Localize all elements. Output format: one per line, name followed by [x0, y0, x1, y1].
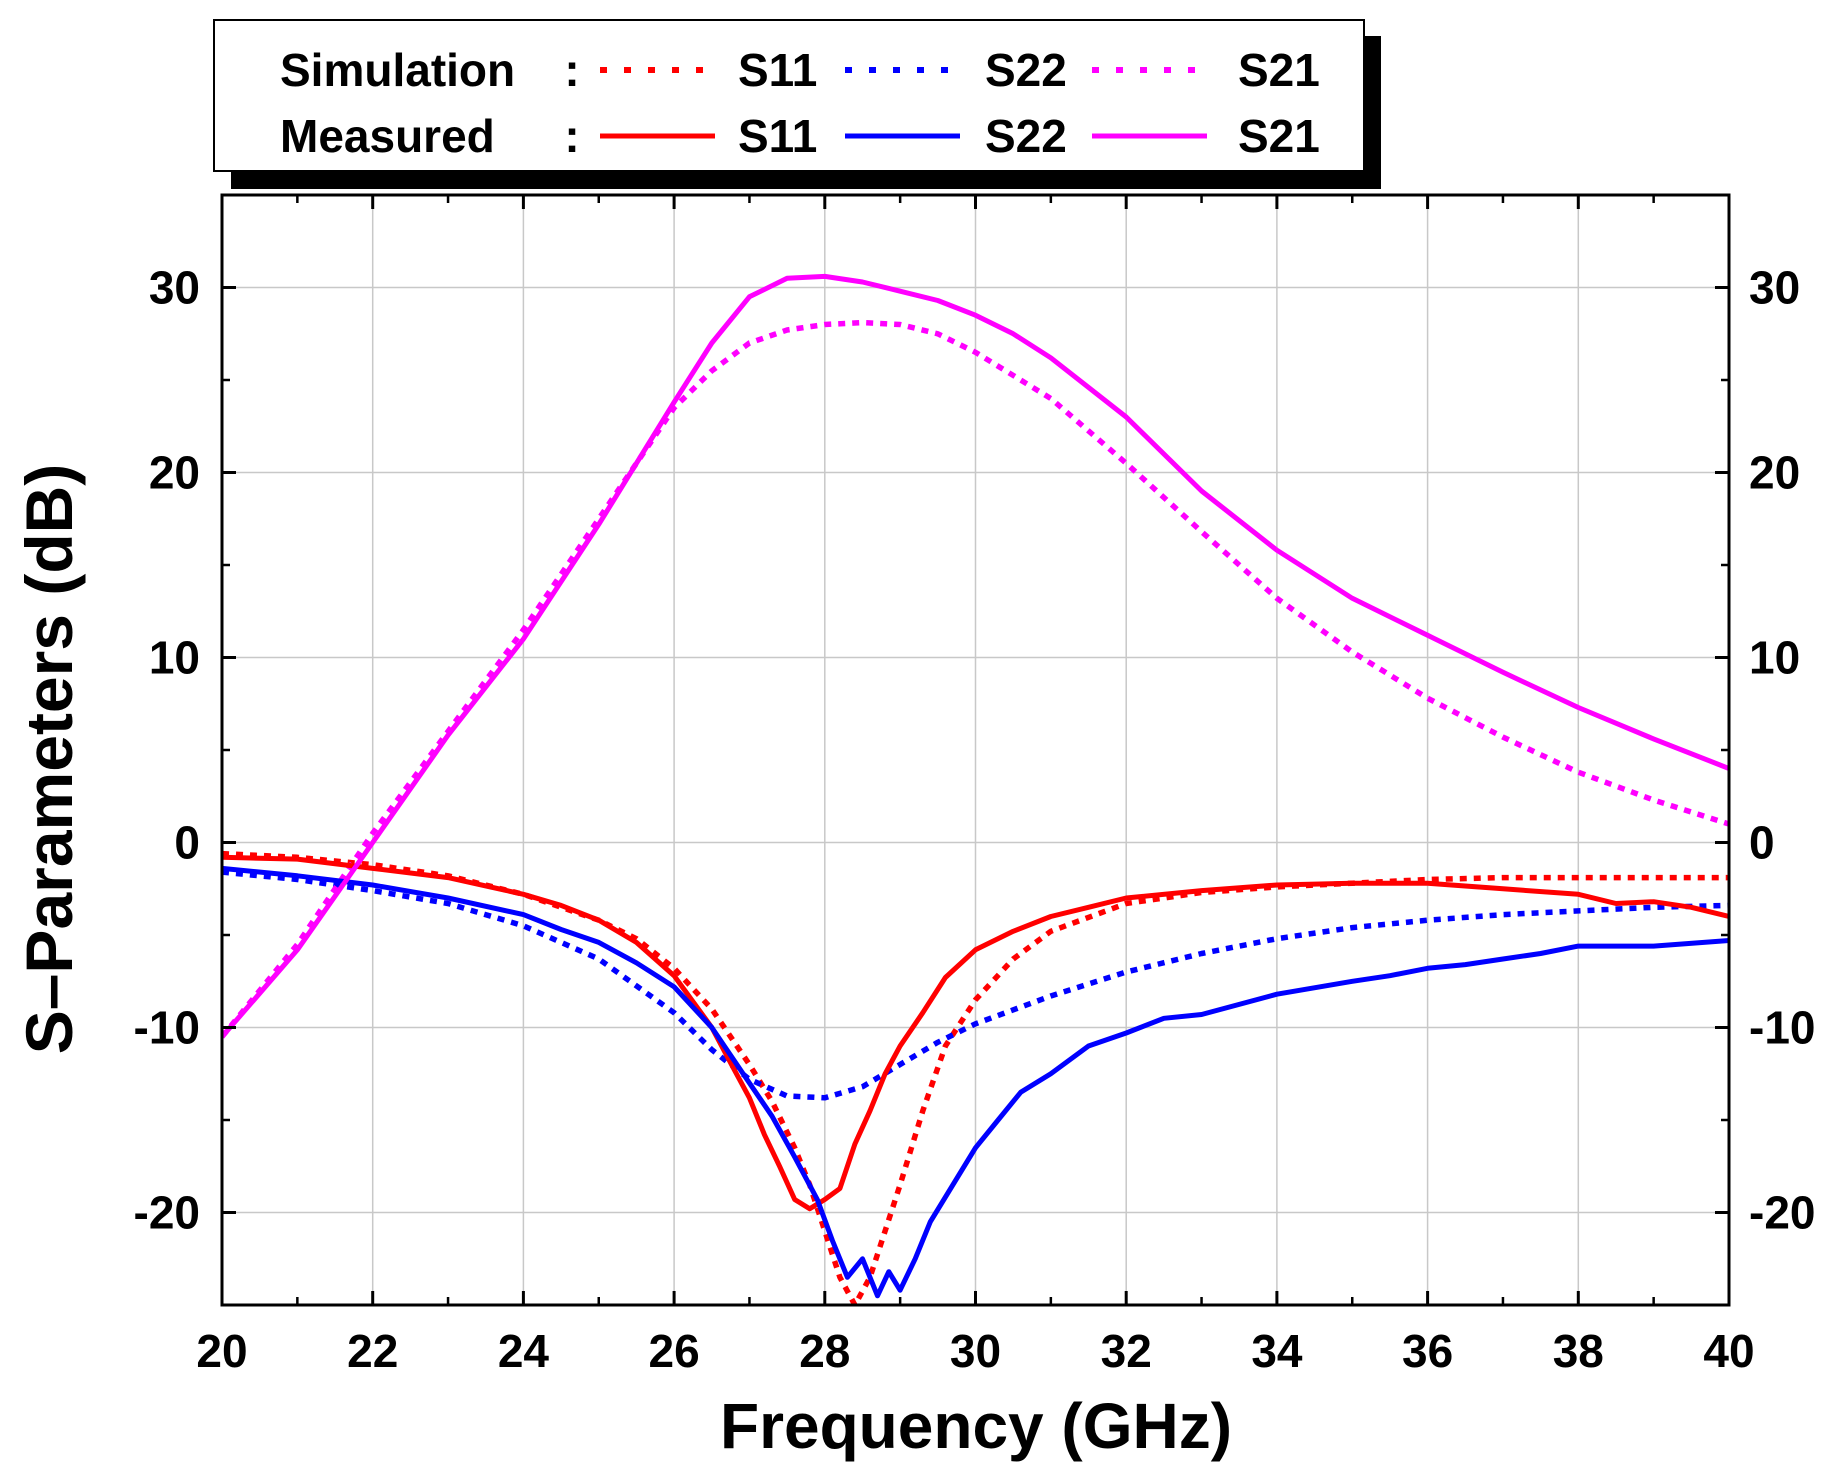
x-tick-labels: 20 22 24 26 28 30 32 34 36 38 40: [196, 1325, 1754, 1377]
legend: Simulation: S11 S22 S21 Measured: S11 S22 S21: [213, 19, 1381, 189]
y-tick-label-left: -10: [134, 1002, 200, 1054]
legend-row-separator: :: [564, 44, 579, 96]
y-tick-labels-left: -20 -10 0 10 20 30: [134, 262, 200, 1239]
series-line-measured-s21: [222, 273, 1729, 1039]
x-tick-label: 40: [1703, 1325, 1754, 1377]
x-axis-title: Frequency (GHz): [720, 1390, 1232, 1462]
legend-entry-label: S22: [985, 110, 1067, 162]
legend-row-label: Simulation: [280, 44, 515, 96]
y-tick-label-left: 10: [149, 632, 200, 684]
y-tick-label-right: 0: [1749, 817, 1775, 869]
legend-row-separator: :: [564, 110, 579, 162]
grid: [221, 195, 1730, 1305]
series-line-measured-s11: [222, 854, 1729, 1212]
y-tick-label-left: -20: [134, 1187, 200, 1239]
y-tick-label-right: 10: [1749, 632, 1800, 684]
x-tick-label: 38: [1553, 1325, 1604, 1377]
x-tick-label: 32: [1101, 1325, 1152, 1377]
x-tick-label: 36: [1402, 1325, 1453, 1377]
y-tick-label-right: 30: [1749, 262, 1800, 314]
y-tick-label-right: 20: [1749, 447, 1800, 499]
legend-entry-label: S21: [1238, 110, 1320, 162]
y-tick-label-left: 30: [149, 262, 200, 314]
legend-entry-label: S21: [1238, 44, 1320, 96]
x-tick-label: 26: [649, 1325, 700, 1377]
y-tick-label-left: 20: [149, 447, 200, 499]
legend-box: [213, 19, 1365, 172]
y-tick-label-right: -10: [1749, 1002, 1815, 1054]
y-tick-label-right: -20: [1749, 1187, 1815, 1239]
legend-entry-label: S22: [985, 44, 1067, 96]
series-line-simulation-s21: [222, 319, 1729, 1039]
y-tick-label-left: 0: [174, 817, 200, 869]
x-tick-label: 30: [950, 1325, 1001, 1377]
legend-items: Simulation: S11 S22 S21 Measured: S11 S22 S21: [280, 44, 1320, 162]
x-tick-label: 22: [347, 1325, 398, 1377]
ticks: [220, 195, 1731, 1305]
legend-entry-label: S11: [738, 44, 817, 96]
legend-row-label: Measured: [280, 110, 495, 162]
series-line-measured-s22: [222, 865, 1729, 1299]
x-tick-label: 20: [196, 1325, 247, 1377]
legend-entry-label: S11: [738, 110, 817, 162]
y-axis-title: S–Parameters (dB): [12, 464, 86, 1055]
series-group: [222, 273, 1729, 1305]
y-tick-labels-right: -20 -10 0 10 20 30: [1749, 262, 1815, 1239]
x-tick-label: 28: [799, 1325, 850, 1377]
series-line-simulation-s22: [222, 869, 1729, 1101]
x-tick-label: 34: [1251, 1325, 1303, 1377]
x-tick-label: 24: [498, 1325, 550, 1377]
